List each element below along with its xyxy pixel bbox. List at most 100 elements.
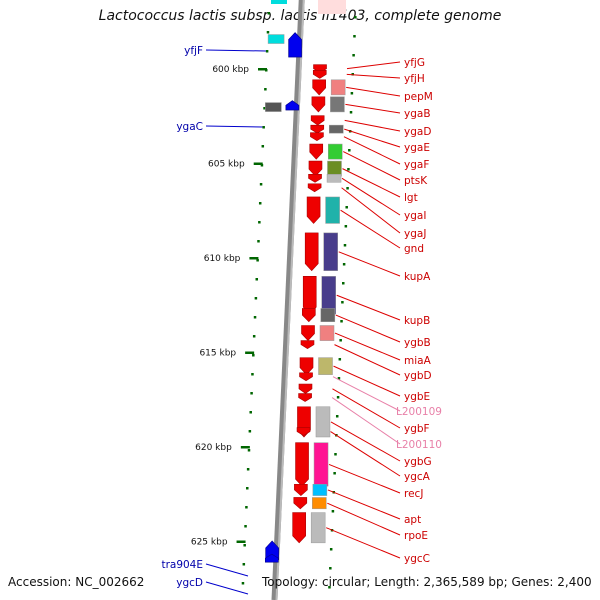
gene-leader-line [341,187,401,234]
gene-leader-line [344,128,401,148]
ruler-dot [328,586,331,589]
ruler-dot [267,12,271,15]
gene-label-ygbG: ygbG [404,456,432,468]
gene-leader-line [335,314,401,343]
ruler-dot [262,126,265,129]
scale-tick [253,162,263,165]
gene-label-ygaF: ygaF [404,159,429,171]
scale-tick [240,446,250,449]
ruler-dot [342,263,346,266]
gene-label-tra904E: tra904E [161,559,203,571]
gene-leader-line [205,49,266,52]
gene-arrow-ygaD [310,115,325,126]
ruler-dot [352,54,355,57]
gene-label-apt: apt [404,514,421,526]
accession-text: Accession: NC_002662 [8,575,145,589]
ruler-dot [329,567,332,570]
ruler-dot [348,149,351,152]
gene-arrow-yfjF [288,32,302,58]
ruler-dot [345,206,348,209]
ruler-dot [344,225,348,228]
ruler-dot [246,468,250,471]
gene-leader-line [338,251,401,277]
ruler-dot [259,183,263,186]
gene-arrow-ygcA [296,427,311,436]
ruler-dot [263,107,266,110]
ruler-dot [245,506,248,509]
ruler-dot [336,396,340,399]
gene-arrow-kupA [304,232,319,272]
gene-label-ygaI: ygaI [404,210,426,222]
gene-label-L200110: L200110 [396,439,442,451]
ruler-dot [261,145,265,148]
ruler-dot [342,282,345,285]
gene-box-ygbB [320,308,336,322]
gene-box-ygbE [318,357,333,375]
gene-arrow-rpoE [293,497,308,510]
gene-box-pepM [330,79,346,96]
scale-tick-label: 625 kbp [191,538,228,548]
gene-leader-line [327,502,401,536]
ruler-dot [254,297,258,300]
gene-label-ygbF: ygbF [404,423,430,435]
gene-box-ygcC [310,512,326,544]
gene-arrow-ygaC [285,100,300,111]
gene-arrow-recJ [295,442,309,487]
gene-leader-line [344,119,401,132]
gene-leader-line [334,344,401,376]
ruler-dot [340,320,343,323]
gene-arrow-ygcD [264,553,279,563]
scale-tick-label: 605 kbp [208,160,245,170]
ruler-dot [266,31,270,34]
gene-label-yfjH: yfjH [404,73,425,85]
gene-leader-line [205,563,249,577]
gene-arrow-ygaI [308,173,322,183]
gene-box-apt [312,484,328,496]
gene-box-ptsK [327,143,343,160]
ruler-dot [351,73,354,76]
ruler-dot [264,88,267,91]
ruler-dot [243,544,246,547]
gene-label-ygaE: ygaE [404,142,430,154]
gene-leader-line [205,581,249,595]
ruler-dot [252,354,255,357]
ruler-dot [253,316,257,319]
genome-backbone-highlight [275,0,305,600]
gene-leader-line [340,209,401,249]
scale-tick [245,351,255,354]
scale-tick-label: 610 kbp [204,254,241,264]
gene-label-ygbD: ygbD [404,370,432,382]
gene-arrow-ygcC [292,512,306,544]
ruler-dot [347,168,350,171]
gene-box-yfjF [267,34,285,44]
ruler-dot [337,377,341,380]
gene-label-recJ: recJ [404,488,423,500]
gene-label-L200109: L200109 [396,406,442,418]
gene-box-ygaC [265,102,282,112]
ruler-dot [248,430,252,433]
gene-box-lgt [327,160,342,177]
genome-summary-text: Topology: circular; Length: 2,365,589 bp… [262,575,592,589]
ruler-dot [252,335,256,338]
gene-arrow-gnd [306,196,321,224]
gene-leader-line [328,463,401,494]
gene-arrow-L200110 [298,393,312,402]
ruler-dot [260,164,264,167]
scale-tick-label: 600 kbp [212,65,249,75]
scale-tick [258,68,267,71]
gene-box-fragment [318,0,346,14]
ruler-dot [333,472,336,475]
ruler-dot [338,358,342,361]
ruler-dot [247,449,251,452]
gene-leader-line [336,294,401,321]
gene-leader-line [341,177,401,216]
gene-leader-line [330,431,401,477]
gene-leader-line [345,103,401,114]
gene-leader-line [205,125,263,128]
ruler-dot [241,582,245,585]
gene-leader-line [332,376,401,412]
gene-arrow-ygaE [310,124,325,134]
ruler-dot [354,16,357,19]
gene-label-yfjF: yfjF [184,45,203,57]
ruler-dot [329,548,333,551]
